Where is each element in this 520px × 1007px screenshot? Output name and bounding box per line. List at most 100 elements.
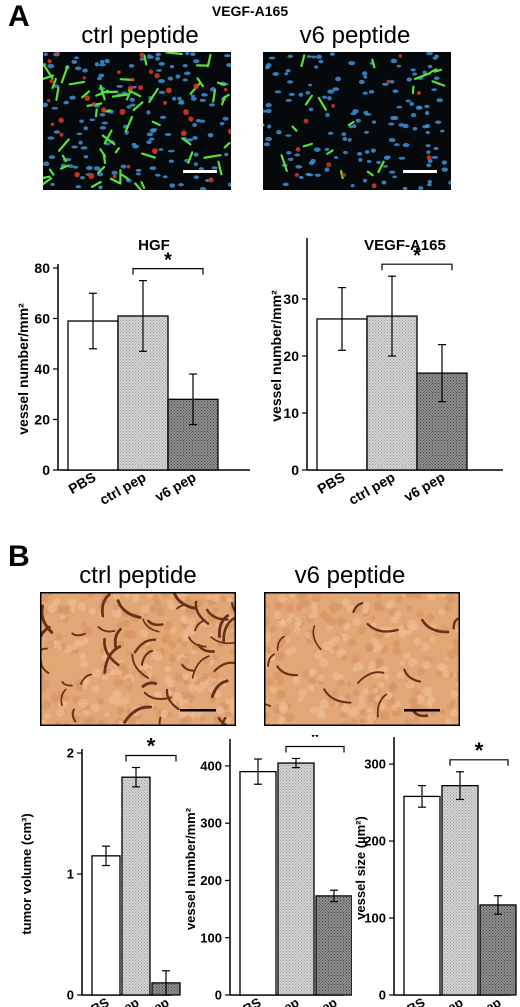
vessel-stain bbox=[103, 637, 120, 667]
nucleus-dot bbox=[412, 72, 418, 76]
category-label: v6 pep bbox=[152, 469, 198, 505]
micro-a-left-title: ctrl peptide bbox=[81, 22, 199, 49]
micrograph-border bbox=[40, 592, 236, 726]
nucleus-dot bbox=[393, 143, 400, 147]
cell-texture bbox=[216, 706, 225, 715]
vessel-red-stain bbox=[46, 98, 51, 103]
vessel-green-stain bbox=[102, 152, 107, 165]
cell-texture bbox=[213, 654, 219, 661]
nucleus-dot bbox=[362, 71, 368, 76]
nucleus-dot bbox=[324, 147, 330, 151]
cell-texture bbox=[320, 611, 329, 620]
cell-texture bbox=[275, 651, 286, 662]
vessel-green-stain bbox=[212, 89, 216, 103]
nucleus-dot bbox=[263, 142, 270, 147]
y-tick-label: 40 bbox=[34, 361, 50, 377]
cell-texture bbox=[187, 617, 197, 626]
nucleus-dot bbox=[287, 54, 294, 58]
cell-texture bbox=[422, 686, 433, 697]
cell-texture bbox=[319, 699, 330, 709]
y-tick-label: 20 bbox=[283, 348, 299, 364]
vessel-green-stain bbox=[103, 129, 113, 145]
nucleus-dot bbox=[167, 76, 174, 81]
vessel-green-stain bbox=[371, 58, 376, 69]
nucleus-dot bbox=[126, 105, 132, 109]
y-tick-label: 300 bbox=[364, 757, 386, 772]
cell-texture bbox=[449, 699, 455, 706]
y-tick-label: 30 bbox=[283, 291, 299, 307]
nucleus-dot bbox=[436, 98, 443, 103]
nucleus-dot bbox=[332, 87, 340, 92]
vessel-red-stain bbox=[398, 54, 403, 58]
nucleus-dot bbox=[410, 68, 416, 72]
cell-texture bbox=[411, 687, 422, 697]
cell-texture bbox=[264, 632, 272, 642]
nucleus-dot bbox=[224, 54, 231, 58]
cell-texture bbox=[116, 707, 125, 715]
nucleus-dot bbox=[390, 58, 398, 64]
nucleus-dot bbox=[99, 126, 107, 130]
vessel-stain bbox=[217, 716, 232, 726]
cell-texture bbox=[40, 594, 49, 602]
vessel-green-stain bbox=[165, 52, 183, 56]
vessel-red-stain bbox=[386, 79, 391, 84]
nucleus-dot bbox=[186, 138, 194, 142]
nucleus-dot bbox=[356, 152, 363, 156]
cell-texture bbox=[413, 637, 422, 646]
nucleus-dot bbox=[116, 84, 124, 88]
cell-texture bbox=[285, 603, 295, 612]
vessel-stain bbox=[141, 681, 158, 688]
cell-texture bbox=[97, 698, 104, 705]
nucleus-dot bbox=[368, 89, 375, 94]
vessel-green-stain bbox=[94, 108, 98, 118]
cell-texture bbox=[366, 707, 373, 714]
nucleus-dot bbox=[285, 69, 291, 73]
vessel-stain bbox=[264, 703, 272, 707]
vessel-green-stain bbox=[430, 68, 438, 73]
vessel-green-stain bbox=[317, 96, 328, 111]
cell-texture bbox=[58, 605, 68, 615]
nucleus-dot bbox=[350, 184, 355, 188]
vessel-stain bbox=[80, 673, 93, 685]
cell-texture bbox=[405, 629, 411, 636]
vessel-green-stain bbox=[143, 54, 148, 66]
nucleus-dot bbox=[75, 185, 82, 189]
nucleus-dot bbox=[185, 52, 190, 56]
cell-texture bbox=[126, 650, 133, 656]
cell-texture bbox=[358, 694, 366, 702]
nucleus-dot bbox=[424, 104, 430, 109]
vessel-green-stain bbox=[111, 93, 130, 98]
vessel-red-stain bbox=[294, 172, 299, 177]
nucleus-dot bbox=[276, 130, 282, 135]
nucleus-dot bbox=[190, 52, 196, 57]
nucleus-dot bbox=[71, 145, 78, 149]
cell-texture bbox=[120, 696, 130, 705]
nucleus-dot bbox=[425, 131, 430, 135]
cell-texture bbox=[104, 712, 110, 718]
nucleus-dot bbox=[425, 144, 431, 148]
y-axis-label: vessel number/mm² bbox=[183, 807, 198, 930]
nucleus-dot bbox=[294, 153, 301, 157]
vessel-red-stain bbox=[371, 183, 377, 189]
nucleus-dot bbox=[182, 78, 188, 82]
vessel-stain bbox=[71, 708, 77, 723]
cell-texture bbox=[82, 684, 88, 690]
cell-texture bbox=[220, 595, 228, 603]
cell-texture bbox=[297, 696, 304, 703]
nucleus-dot bbox=[227, 182, 231, 187]
nucleus-dot bbox=[366, 159, 372, 163]
chart-vessel-number: vessel number/mm²0100200300400PBSctrl pe… bbox=[183, 735, 352, 1007]
vessel-green-stain bbox=[81, 90, 91, 99]
nucleus-dot bbox=[402, 186, 408, 190]
nucleus-dot bbox=[85, 165, 93, 171]
bar-1 bbox=[277, 762, 315, 996]
nucleus-dot bbox=[164, 133, 172, 136]
vessel-green-stain bbox=[196, 77, 204, 88]
nucleus-dot bbox=[335, 76, 341, 82]
nucleus-dot bbox=[267, 124, 272, 129]
vessel-green-stain bbox=[340, 169, 344, 180]
nucleus-dot bbox=[286, 151, 292, 155]
nucleus-dot bbox=[431, 88, 438, 91]
cell-texture bbox=[114, 697, 123, 706]
micrograph-fluorescence-v6 bbox=[263, 52, 451, 190]
